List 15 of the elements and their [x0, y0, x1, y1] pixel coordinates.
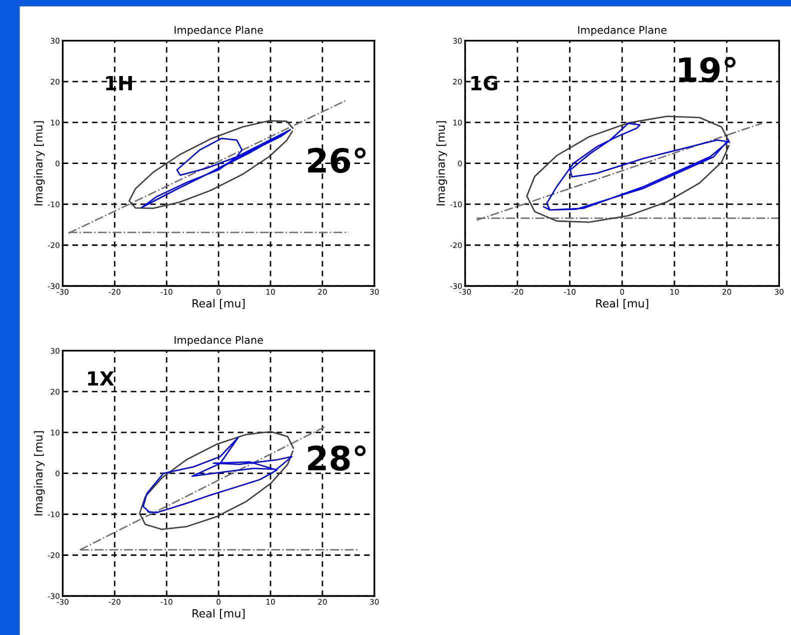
y-axis-title: Imaginary [mu]	[34, 121, 45, 206]
y-axis-title: Imaginary [mu]	[34, 431, 45, 516]
x-axis-title: Real [mu]	[192, 608, 245, 619]
y-axis-title: Imaginary [mu]	[436, 121, 448, 206]
x-axis-title: Real [mu]	[192, 298, 245, 309]
chart-title: Impedance Plane	[578, 26, 666, 36]
annotation: 1G	[471, 76, 498, 90]
annotation: 1X	[88, 371, 114, 386]
chart-title: Impedance Plane	[174, 336, 263, 346]
chart-title: Impedance Plane	[174, 26, 263, 36]
annotation: 1H	[106, 76, 132, 90]
annotation: 19°	[679, 56, 736, 82]
annotation: 28°	[308, 445, 366, 471]
x-axis-title: Real [mu]	[596, 298, 648, 309]
annotation: 26°	[308, 148, 366, 174]
